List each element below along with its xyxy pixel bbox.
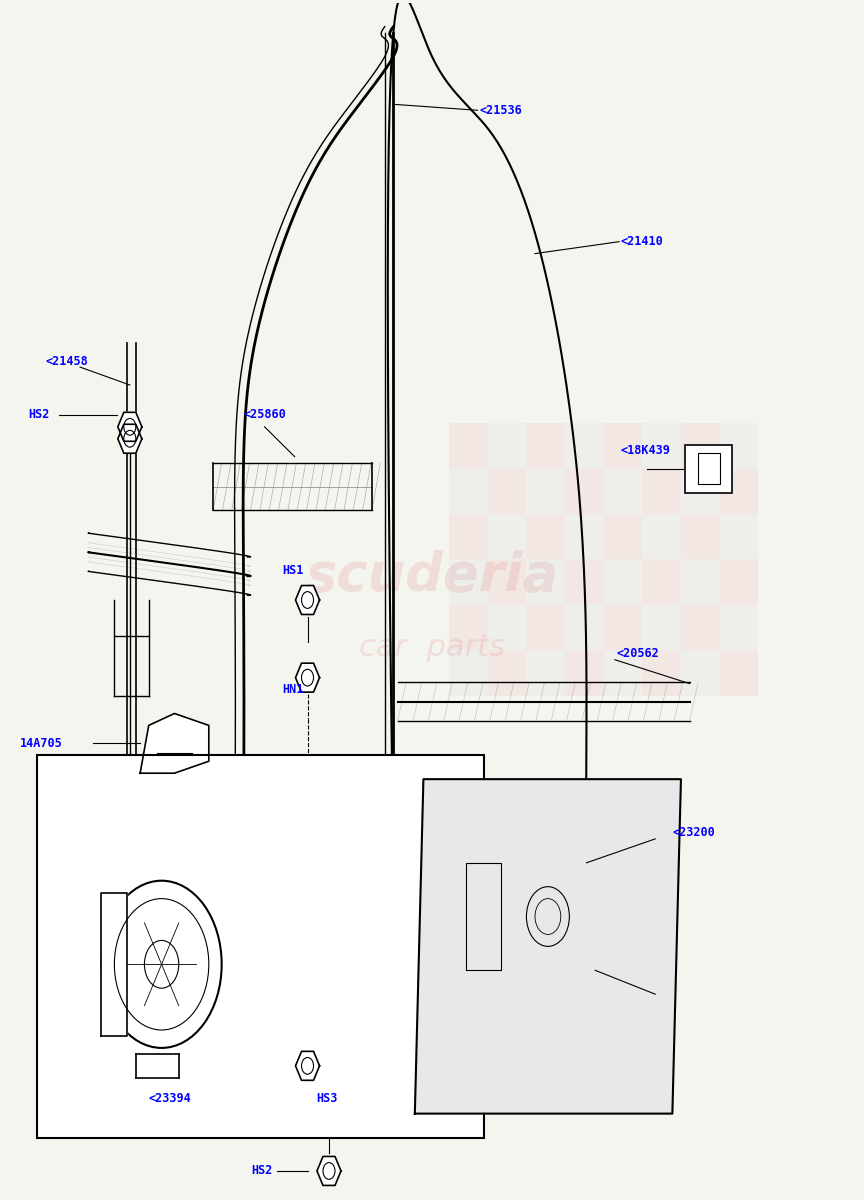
Bar [698, 454, 720, 484]
Text: 14A705: 14A705 [20, 737, 63, 750]
Polygon shape [140, 714, 209, 773]
Text: <21536: <21536 [480, 103, 522, 116]
Text: HS2: HS2 [251, 1164, 273, 1177]
Bar [37, 755, 484, 1138]
Bar [526, 650, 565, 696]
Bar [720, 605, 759, 650]
Bar [642, 559, 681, 605]
Bar [526, 424, 565, 469]
Bar [565, 605, 604, 650]
Bar [488, 605, 526, 650]
Polygon shape [118, 425, 142, 454]
Bar [488, 559, 526, 605]
Text: HN1: HN1 [282, 683, 303, 696]
Bar [681, 424, 720, 469]
Polygon shape [415, 779, 681, 1114]
Bar [720, 559, 759, 605]
Bar [565, 650, 604, 696]
Text: <23200: <23200 [672, 827, 715, 840]
Bar [488, 469, 526, 514]
Polygon shape [101, 893, 127, 1036]
Text: scuderia: scuderia [305, 550, 559, 602]
Text: <25860: <25860 [243, 408, 286, 421]
Bar [565, 514, 604, 559]
Bar [604, 605, 642, 650]
Bar [720, 469, 759, 514]
Bar [526, 605, 565, 650]
Polygon shape [295, 664, 320, 692]
Bar [488, 424, 526, 469]
Bar [449, 514, 488, 559]
Bar [526, 559, 565, 605]
Text: car  parts: car parts [359, 634, 505, 662]
Text: HS1: HS1 [282, 564, 303, 577]
Bar [604, 424, 642, 469]
Bar [642, 650, 681, 696]
Bar [681, 514, 720, 559]
Bar [604, 559, 642, 605]
Text: HS2: HS2 [29, 408, 50, 421]
Bar [604, 514, 642, 559]
Bar [681, 469, 720, 514]
Bar [681, 650, 720, 696]
Bar [642, 514, 681, 559]
Bar [449, 650, 488, 696]
Bar [449, 424, 488, 469]
Text: <23394: <23394 [149, 1092, 192, 1104]
Bar [526, 469, 565, 514]
Text: <20562: <20562 [617, 647, 659, 660]
Polygon shape [295, 586, 320, 614]
Bar [642, 605, 681, 650]
Bar [720, 514, 759, 559]
Circle shape [101, 881, 222, 1048]
Bar [449, 605, 488, 650]
Polygon shape [295, 1051, 320, 1080]
Bar [565, 424, 604, 469]
Text: <21410: <21410 [621, 235, 664, 248]
Text: HS3: HS3 [316, 1092, 338, 1104]
Bar [681, 559, 720, 605]
Bar [449, 469, 488, 514]
Bar [681, 605, 720, 650]
Bar [642, 469, 681, 514]
Bar [526, 514, 565, 559]
Text: <18K439: <18K439 [621, 444, 670, 457]
Bar [720, 424, 759, 469]
Bar [604, 650, 642, 696]
Polygon shape [317, 1157, 341, 1186]
Bar [488, 650, 526, 696]
Text: <21458: <21458 [46, 355, 88, 367]
Bar [720, 650, 759, 696]
Bar [449, 559, 488, 605]
Bar [685, 445, 733, 492]
Bar [488, 514, 526, 559]
Bar [565, 469, 604, 514]
Polygon shape [118, 413, 142, 442]
Bar [642, 424, 681, 469]
Bar [565, 559, 604, 605]
Bar [604, 469, 642, 514]
